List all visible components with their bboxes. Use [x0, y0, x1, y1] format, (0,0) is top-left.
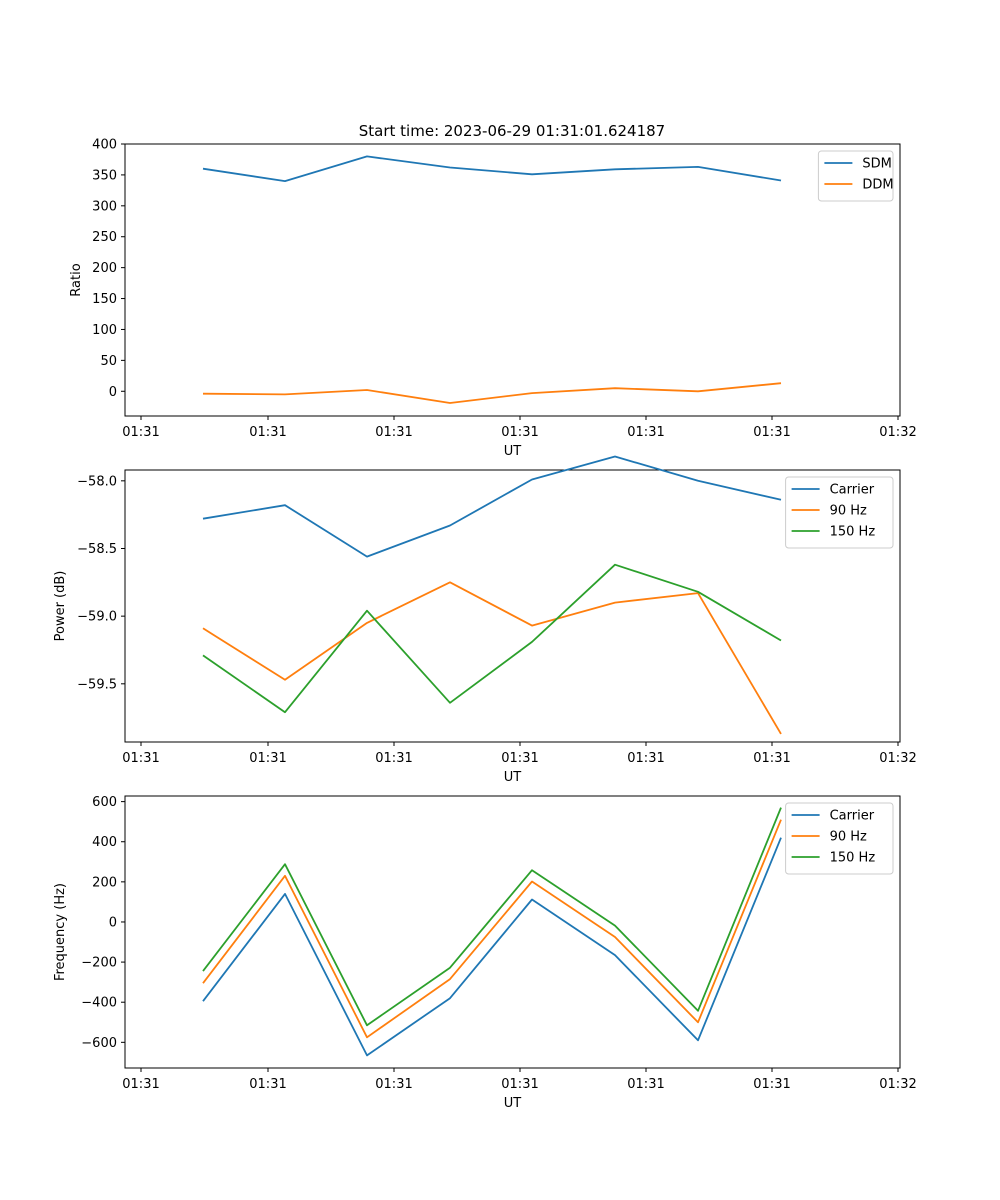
- x-tick-label: 01:31: [753, 1077, 790, 1092]
- series-line-150-hz: [202, 563, 782, 714]
- y-tick-label: 0: [109, 385, 117, 400]
- y-tick-label: 350: [92, 168, 117, 183]
- legend: Carrier 90 Hz 150 Hz: [785, 476, 894, 549]
- chart-panel-1: 0 50 100 150 200 250 300 350 400 01:31 01:31 01:31 0…: [69, 138, 917, 460]
- x-axis-label: UT: [504, 770, 522, 785]
- chart-panel-2: −58.0 −58.5 −59.0 −59.5 01:31 01:31 01:31 01:31…: [53, 455, 917, 785]
- x-tick-label: 01:31: [753, 425, 790, 440]
- legend-label: DDM: [862, 178, 893, 193]
- axes-frame: [124, 469, 901, 743]
- chart-panel-3: 600 400 200 0 −200 −400 −600 01:31 01:31 01:31 01:…: [53, 795, 917, 1111]
- series-line-150-hz: [202, 807, 782, 1027]
- y-tick-label: 250: [92, 230, 117, 245]
- x-tick-label: 01:31: [249, 1077, 286, 1092]
- x-tick-label: 01:31: [501, 425, 538, 440]
- x-tick-label: 01:31: [501, 751, 538, 766]
- y-tick-label: 200: [92, 875, 117, 890]
- legend-label: 150 Hz: [830, 525, 876, 540]
- x-tick-label: 01:31: [122, 751, 159, 766]
- y-tick-label: 300: [92, 199, 117, 214]
- y-tick-label: −400: [81, 996, 117, 1011]
- x-axis-label: UT: [504, 444, 522, 459]
- x-tick-label: 01:31: [249, 751, 286, 766]
- x-tick-label: 01:31: [753, 751, 790, 766]
- y-tick-label: −59.0: [77, 610, 117, 625]
- x-axis-label: UT: [504, 1096, 522, 1111]
- y-axis-label: Power (dB): [53, 571, 68, 642]
- y-tick-label: 100: [92, 323, 117, 338]
- x-tick-label: 01:31: [375, 1077, 412, 1092]
- series-line-carrier: [202, 455, 782, 558]
- legend-label: 90 Hz: [830, 830, 867, 845]
- y-tick-label: −200: [81, 956, 117, 971]
- y-tick-label: 50: [100, 354, 117, 369]
- x-tick-label: 01:31: [375, 425, 412, 440]
- series-line-sdm: [202, 155, 782, 183]
- x-tick-label: 01:31: [627, 425, 664, 440]
- legend-label: Carrier: [830, 809, 875, 824]
- legend-label: Carrier: [830, 483, 875, 498]
- y-tick-label: −58.5: [77, 542, 117, 557]
- legend: SDM DDM: [817, 150, 894, 202]
- y-tick-label: −58.0: [77, 474, 117, 489]
- x-tick-label: 01:31: [627, 1077, 664, 1092]
- x-tick-label: 01:31: [627, 751, 664, 766]
- y-tick-label: 150: [92, 292, 117, 307]
- series-line-90-hz: [202, 819, 782, 1039]
- panels-group: 0 50 100 150 200 250 300 350 400 01:31 01:31 01:31 0…: [53, 138, 917, 1112]
- y-tick-label: 200: [92, 261, 117, 276]
- figure-title: Start time: 2023-06-29 01:31:01.624187: [359, 122, 665, 140]
- y-axis-label: Ratio: [69, 263, 84, 296]
- x-tick-label: 01:32: [879, 751, 916, 766]
- y-axis-label: Frequency (Hz): [53, 883, 68, 981]
- y-tick-label: −59.5: [77, 677, 117, 692]
- y-tick-label: 0: [109, 915, 117, 930]
- x-tick-label: 01:31: [375, 751, 412, 766]
- series-line-90-hz: [202, 581, 782, 735]
- axes-frame: [124, 795, 901, 1069]
- x-tick-label: 01:31: [501, 1077, 538, 1092]
- y-tick-label: 400: [92, 138, 117, 153]
- legend-label: SDM: [862, 157, 891, 172]
- legend-label: 150 Hz: [830, 851, 876, 866]
- series-line-ddm: [202, 382, 782, 404]
- x-tick-label: 01:31: [122, 425, 159, 440]
- series-line-carrier: [202, 837, 782, 1057]
- x-tick-label: 01:31: [249, 425, 286, 440]
- y-tick-label: 600: [92, 795, 117, 810]
- x-tick-label: 01:32: [879, 425, 916, 440]
- legend-label: 90 Hz: [830, 504, 867, 519]
- legend: Carrier 90 Hz 150 Hz: [785, 802, 894, 875]
- y-tick-label: −600: [81, 1036, 117, 1051]
- x-tick-label: 01:32: [879, 1077, 916, 1092]
- axes-frame: [124, 143, 901, 417]
- y-tick-label: 400: [92, 835, 117, 850]
- x-tick-label: 01:31: [122, 1077, 159, 1092]
